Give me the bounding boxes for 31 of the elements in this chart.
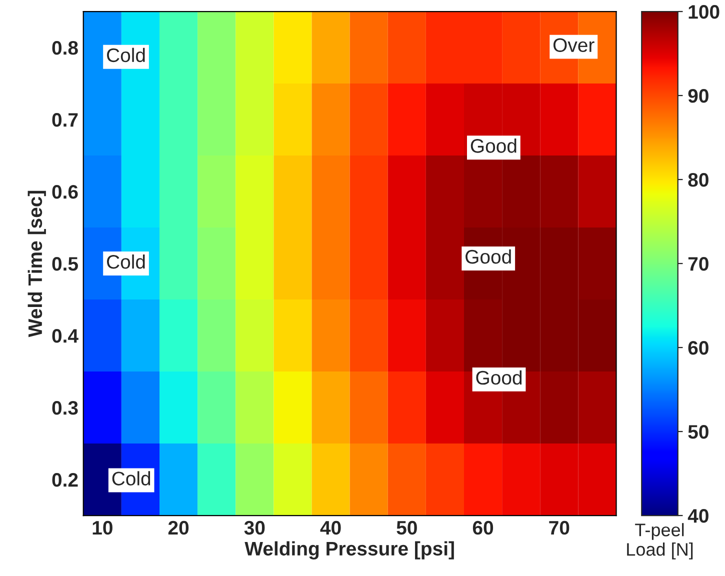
y-tick-label: 0.7	[52, 112, 78, 127]
x-tick-label: 50	[396, 520, 417, 535]
annotation: Cold	[107, 48, 145, 62]
y-tick-label: 0.2	[52, 472, 78, 487]
color-bar-label: 50	[688, 424, 708, 439]
x-tick-label: 70	[549, 520, 570, 535]
y-axis-title: Weld Time [sec]	[28, 190, 46, 338]
y-tick-label: 0.3	[52, 400, 78, 415]
color-bar-label: 100	[688, 4, 720, 19]
color-bar-label: 90	[688, 88, 708, 103]
annotation: Good	[466, 249, 511, 264]
x-tick-label: 60	[472, 520, 494, 535]
annotation: Good	[476, 370, 522, 385]
x-tick-label: 30	[244, 520, 265, 535]
annotation: Good	[470, 138, 516, 153]
annotation: Cold	[112, 471, 150, 486]
color-bar-label: 60	[688, 340, 708, 355]
color-bar-title: T-peel Load [N]	[627, 523, 693, 560]
color-bar-label: 40	[688, 508, 708, 523]
color-bar-label: 80	[688, 172, 708, 187]
x-tick-label: 10	[92, 520, 112, 535]
annotation: Cold	[107, 254, 145, 269]
y-tick-label: 0.5	[52, 256, 78, 271]
x-tick-label: 40	[320, 520, 341, 535]
y-tick-label: 0.4	[52, 328, 78, 343]
x-axis-title: Welding Pressure [psi]	[244, 541, 454, 560]
y-tick-label: 0.8	[52, 40, 78, 55]
y-tick-label: 0.6	[52, 184, 78, 199]
color-bar-label: 70	[688, 256, 708, 271]
annotation: Over	[553, 38, 594, 52]
x-tick-label: 20	[168, 520, 189, 535]
